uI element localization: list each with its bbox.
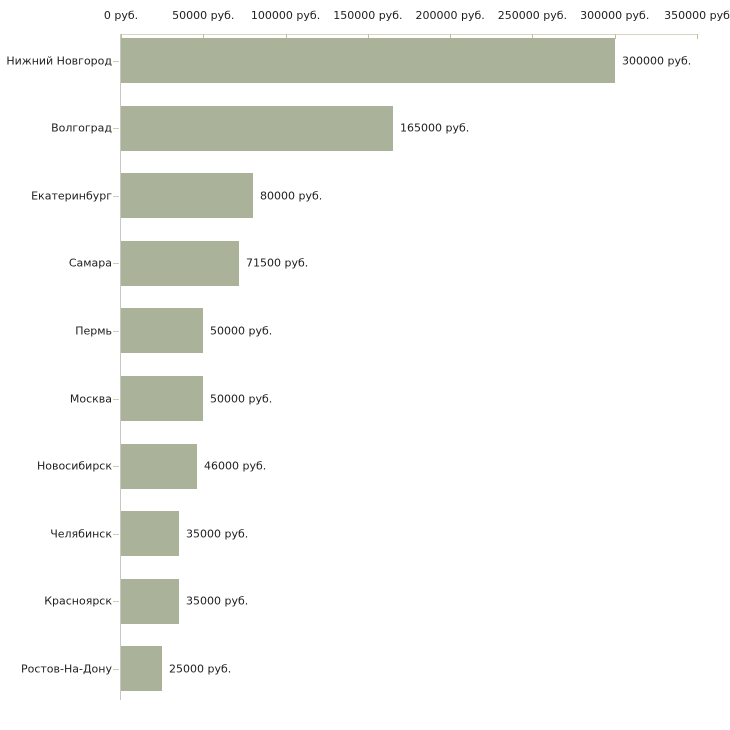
category-label: Красноярск: [44, 594, 112, 608]
x-tick-mark: [203, 34, 205, 39]
value-label: 25000 руб.: [169, 662, 232, 676]
y-tick-mark: [113, 128, 119, 129]
x-axis-line: [121, 34, 697, 35]
x-tick-label: 150000 руб.: [333, 9, 403, 22]
y-tick-mark: [113, 601, 119, 602]
y-tick-mark: [113, 196, 119, 197]
category-label: Самара: [68, 256, 112, 270]
bar-2: [121, 105, 393, 151]
y-tick-mark: [113, 61, 119, 62]
category-label: Новосибирск: [36, 459, 112, 473]
value-label: 35000 руб.: [186, 594, 249, 608]
value-label: 300000 руб.: [622, 54, 692, 67]
y-tick-mark: [113, 466, 119, 467]
x-tick-label: 0 руб.: [103, 9, 139, 22]
bar-3: [121, 173, 253, 219]
x-tick-mark: [450, 34, 452, 39]
y-tick-mark: [113, 331, 119, 332]
x-tick-label: 300000 руб.: [580, 9, 650, 22]
y-tick-mark: [113, 669, 119, 670]
value-label: 35000 руб.: [186, 527, 249, 541]
x-tick-mark: [367, 34, 369, 39]
bar-1: [121, 38, 615, 83]
x-tick-mark: [532, 34, 534, 39]
y-tick-mark: [113, 399, 119, 400]
bar-9: [121, 578, 179, 624]
bar-4: [121, 240, 239, 286]
bar-5: [121, 308, 203, 354]
value-label: 50000 руб.: [210, 324, 273, 338]
category-label: Челябинск: [50, 527, 112, 541]
y-tick-mark: [113, 263, 119, 264]
y-tick-mark: [113, 534, 119, 535]
x-tick-label: 200000 руб.: [415, 9, 485, 22]
category-label: Пермь: [75, 324, 112, 338]
value-label: 165000 руб.: [400, 121, 470, 135]
category-label: Волгоград: [51, 121, 112, 135]
category-label: Екатеринбург: [31, 189, 112, 203]
bar-10: [121, 646, 162, 692]
category-label: Нижний Новгород: [6, 54, 112, 67]
value-label: 50000 руб.: [210, 392, 273, 405]
x-tick-label: 50000 руб.: [172, 9, 235, 22]
x-tick-label: 250000 руб.: [497, 9, 568, 22]
x-tick-mark: [697, 34, 698, 39]
value-label: 46000 руб.: [204, 459, 267, 473]
x-tick-label: 350000 руб: [664, 9, 730, 22]
bar-8: [121, 511, 179, 557]
category-label: Ростов-На-Дону: [20, 662, 112, 676]
y-axis-line: [120, 34, 121, 700]
value-label: 80000 руб.: [260, 189, 323, 203]
x-tick-mark: [285, 34, 287, 39]
x-tick-mark: [614, 34, 616, 39]
value-label: 71500 руб.: [246, 256, 309, 270]
bar-7: [121, 443, 197, 489]
bar-6: [121, 376, 203, 421]
x-tick-label: 100000 руб.: [250, 9, 321, 22]
x-tick-mark: [121, 34, 122, 39]
category-label: Москва: [69, 392, 112, 405]
